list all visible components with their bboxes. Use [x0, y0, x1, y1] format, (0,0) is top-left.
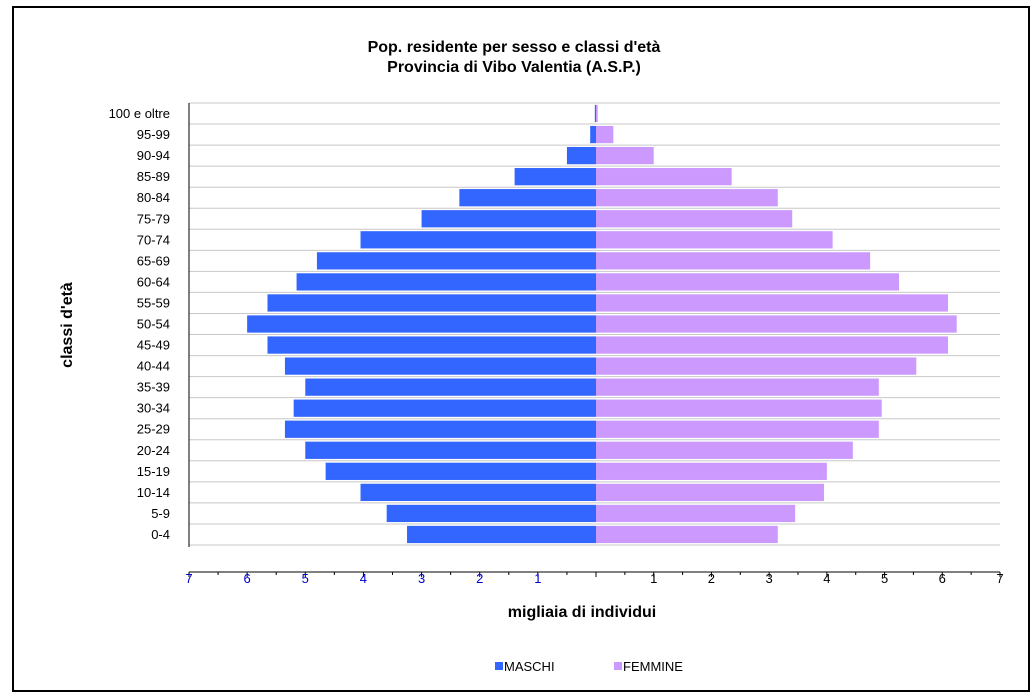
- bar-femmine-65-69: [596, 252, 871, 270]
- bar-maschi-45-49: [267, 336, 596, 354]
- bars-group: [247, 104, 957, 544]
- bar-maschi-90-94: [566, 146, 596, 165]
- bar-maschi-50-54: [247, 315, 596, 333]
- category-label: 5-9: [151, 506, 170, 521]
- category-label: 0-4: [151, 527, 170, 542]
- bar-femmine-25-29: [596, 420, 879, 438]
- bar-femmine-45-49: [596, 336, 949, 354]
- y-axis-label: classi d'età: [59, 282, 76, 368]
- bar-femmine-0-4: [596, 525, 778, 544]
- category-label: 85-89: [137, 169, 170, 184]
- bar-maschi-0-4: [407, 525, 596, 544]
- x-tick-label-right: 7: [996, 571, 1003, 586]
- chart-title: Pop. residente per sesso e classi d'età: [368, 39, 661, 56]
- bar-femmine-100-e-oltre: [596, 104, 598, 123]
- bar-maschi-35-39: [305, 378, 596, 396]
- x-tick-label-left: 2: [476, 571, 483, 586]
- category-labels: 0-4 5-9 10-14 15-19 20-24 25-29 30-34 35-39 40-4…: [109, 106, 170, 542]
- category-label: 75-79: [137, 211, 170, 226]
- bar-maschi-75-79: [421, 210, 596, 228]
- bar-femmine-80-84: [596, 189, 778, 207]
- category-label: 45-49: [137, 338, 170, 353]
- bar-femmine-55-59: [596, 294, 949, 312]
- x-tick-label-left: 7: [185, 571, 192, 586]
- bar-femmine-15-19: [596, 462, 827, 480]
- bar-maschi-15-19: [325, 462, 596, 480]
- bar-femmine-20-24: [596, 441, 853, 459]
- category-label: 60-64: [137, 274, 170, 289]
- bar-femmine-95-99: [596, 125, 614, 144]
- category-label: 70-74: [137, 232, 170, 247]
- bar-maschi-55-59: [267, 294, 596, 312]
- category-label: 55-59: [137, 295, 170, 310]
- bar-maschi-30-34: [293, 399, 596, 417]
- legend-label-femmine: FEMMINE: [623, 659, 683, 674]
- bar-maschi-40-44: [284, 357, 596, 375]
- bar-maschi-5-9: [386, 504, 596, 523]
- x-tick-label-left: 6: [244, 571, 251, 586]
- x-tick-label-right: 6: [939, 571, 946, 586]
- bar-maschi-20-24: [305, 441, 596, 459]
- x-tick-label-right: 2: [708, 571, 715, 586]
- category-label: 40-44: [137, 359, 170, 374]
- category-label: 25-29: [137, 422, 170, 437]
- bar-femmine-50-54: [596, 315, 957, 333]
- bar-maschi-25-29: [284, 420, 596, 438]
- legend-label-maschi: MASCHI: [504, 659, 555, 674]
- category-label: 15-19: [137, 464, 170, 479]
- x-tick-label-left: 5: [302, 571, 309, 586]
- bar-femmine-85-89: [596, 168, 732, 186]
- x-axis-label: migliaia di individui: [508, 604, 656, 621]
- x-tick-label-left: 3: [418, 571, 425, 586]
- category-label: 90-94: [137, 148, 170, 163]
- x-tick-labels: 7 6 5 4 3 2 1 1 2 3 4 5 6 7: [185, 571, 1003, 586]
- bar-maschi-65-69: [316, 252, 596, 270]
- legend: MASCHI FEMMINE: [495, 659, 683, 674]
- category-label: 20-24: [137, 443, 170, 458]
- category-label: 95-99: [137, 127, 170, 142]
- x-tick-label-right: 1: [650, 571, 657, 586]
- bar-femmine-10-14: [596, 483, 824, 502]
- category-label: 10-14: [137, 485, 170, 500]
- x-tick-label-right: 3: [766, 571, 773, 586]
- x-tick-label-right: 4: [823, 571, 830, 586]
- x-tick-label-right: 5: [881, 571, 888, 586]
- bar-femmine-75-79: [596, 210, 793, 228]
- bar-femmine-60-64: [596, 273, 899, 291]
- legend-swatch-femmine: [614, 662, 622, 670]
- category-label: 35-39: [137, 380, 170, 395]
- category-label: 50-54: [137, 317, 170, 332]
- bar-maschi-100-e-oltre: [594, 104, 596, 123]
- axes: [188, 103, 1001, 577]
- category-label: 100 e oltre: [109, 106, 170, 121]
- bar-maschi-70-74: [360, 231, 596, 249]
- bar-femmine-90-94: [596, 146, 654, 165]
- category-label: 80-84: [137, 190, 170, 205]
- bar-maschi-85-89: [514, 168, 596, 186]
- chart-subtitle: Provincia di Vibo Valentia (A.S.P.): [387, 59, 641, 76]
- bar-femmine-40-44: [596, 357, 917, 375]
- bar-maschi-95-99: [590, 125, 596, 144]
- gridlines: [189, 102, 1000, 546]
- bar-femmine-5-9: [596, 504, 796, 523]
- x-tick-label-left: 4: [360, 571, 367, 586]
- legend-swatch-maschi: [495, 662, 503, 670]
- category-label: 30-34: [137, 401, 170, 416]
- x-tick-label-left: 1: [534, 571, 541, 586]
- bar-maschi-10-14: [360, 483, 596, 502]
- bar-femmine-70-74: [596, 231, 833, 249]
- bar-femmine-35-39: [596, 378, 879, 396]
- category-label: 65-69: [137, 253, 170, 268]
- bar-maschi-80-84: [459, 189, 596, 207]
- bar-maschi-60-64: [296, 273, 596, 291]
- bar-femmine-30-34: [596, 399, 882, 417]
